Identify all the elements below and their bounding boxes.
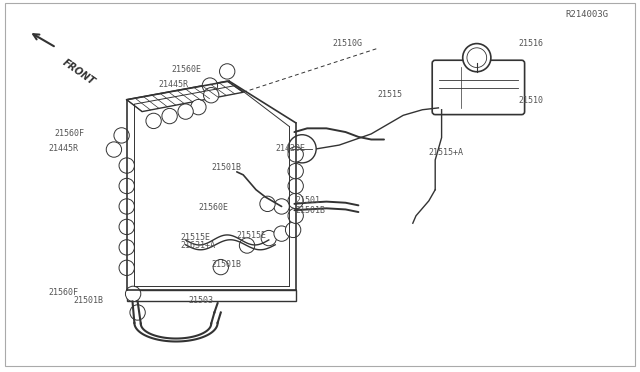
FancyBboxPatch shape bbox=[432, 60, 525, 115]
Circle shape bbox=[125, 286, 141, 302]
Circle shape bbox=[288, 193, 303, 209]
Circle shape bbox=[146, 113, 161, 129]
Circle shape bbox=[463, 44, 491, 72]
Text: 21501B: 21501B bbox=[211, 163, 241, 172]
Circle shape bbox=[119, 199, 134, 214]
Text: 21515+A: 21515+A bbox=[429, 148, 464, 157]
Polygon shape bbox=[127, 290, 296, 301]
Circle shape bbox=[288, 208, 303, 224]
Circle shape bbox=[119, 219, 134, 235]
Text: 21631+A: 21631+A bbox=[180, 241, 216, 250]
Circle shape bbox=[288, 178, 303, 194]
Text: 21515E: 21515E bbox=[180, 233, 211, 242]
Circle shape bbox=[260, 196, 275, 212]
Circle shape bbox=[162, 108, 177, 124]
Text: 21516: 21516 bbox=[518, 39, 543, 48]
Circle shape bbox=[119, 240, 134, 255]
Circle shape bbox=[119, 260, 134, 276]
Circle shape bbox=[274, 199, 289, 214]
Text: 21510G: 21510G bbox=[333, 39, 363, 48]
Circle shape bbox=[204, 87, 219, 103]
Text: 21501B: 21501B bbox=[296, 206, 326, 215]
Circle shape bbox=[130, 305, 145, 320]
Circle shape bbox=[220, 64, 235, 79]
Circle shape bbox=[288, 147, 303, 162]
Circle shape bbox=[288, 135, 316, 163]
Text: 21560E: 21560E bbox=[198, 203, 228, 212]
Circle shape bbox=[467, 48, 486, 67]
Circle shape bbox=[202, 78, 218, 93]
Circle shape bbox=[285, 222, 301, 238]
Text: 21515: 21515 bbox=[378, 90, 403, 99]
Text: R214003G: R214003G bbox=[565, 10, 608, 19]
Circle shape bbox=[106, 142, 122, 157]
Text: 21420E: 21420E bbox=[275, 144, 305, 153]
Circle shape bbox=[119, 158, 134, 173]
Text: 21510: 21510 bbox=[518, 96, 543, 105]
Text: 21445R: 21445R bbox=[159, 80, 189, 89]
Circle shape bbox=[119, 178, 134, 194]
Text: 21445R: 21445R bbox=[48, 144, 78, 153]
Circle shape bbox=[178, 104, 193, 119]
Text: 21503: 21503 bbox=[189, 296, 214, 305]
Circle shape bbox=[114, 128, 129, 143]
Circle shape bbox=[261, 230, 276, 246]
Text: 21515E: 21515E bbox=[237, 231, 267, 240]
Text: 21560F: 21560F bbox=[48, 288, 78, 296]
Circle shape bbox=[288, 163, 303, 179]
Text: 21560F: 21560F bbox=[54, 129, 84, 138]
Circle shape bbox=[191, 99, 206, 115]
Circle shape bbox=[239, 238, 255, 253]
Circle shape bbox=[274, 226, 289, 241]
Text: 21501B: 21501B bbox=[74, 296, 104, 305]
Text: FRONT: FRONT bbox=[61, 58, 97, 87]
Polygon shape bbox=[127, 81, 243, 112]
Text: 21501B: 21501B bbox=[211, 260, 241, 269]
Text: 21560E: 21560E bbox=[172, 65, 202, 74]
Text: 21501: 21501 bbox=[296, 196, 321, 205]
Circle shape bbox=[213, 259, 228, 275]
